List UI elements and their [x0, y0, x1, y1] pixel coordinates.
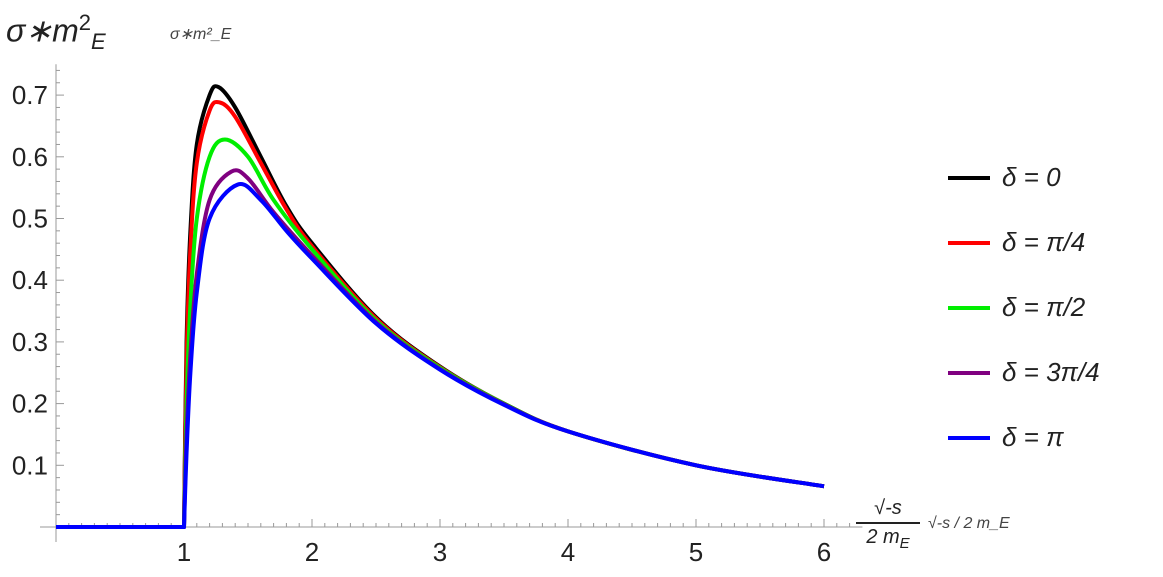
legend-swatch — [948, 305, 990, 310]
y-tick-label: 0.6 — [12, 142, 48, 172]
x-tick-label: 2 — [305, 537, 319, 567]
y-axis-label-text: σ∗m²_E — [170, 26, 232, 43]
series-line-1 — [56, 99, 825, 529]
series-line-4 — [56, 182, 825, 529]
x-axis-label: √-s 2 mE — [856, 497, 920, 552]
legend-swatch — [948, 370, 990, 375]
legend-swatch — [948, 435, 990, 440]
x-tick-label: 5 — [689, 537, 703, 567]
x-label-numerator: √-s — [856, 497, 920, 524]
x-axis-label-text: √-s / 2 m_E — [928, 515, 1010, 532]
y-tick-label: 0.4 — [12, 265, 48, 295]
legend-item: δ = 0 — [948, 145, 1100, 210]
legend-item: δ = π — [948, 405, 1100, 470]
y-tick-label: 0.2 — [12, 389, 48, 419]
x-tick-label: 3 — [433, 537, 447, 567]
legend-item: δ = π/2 — [948, 275, 1100, 340]
y-tick-label: 0.5 — [12, 204, 48, 234]
y-tick-label: 0.1 — [12, 450, 48, 480]
legend-item: δ = π/4 — [948, 210, 1100, 275]
y-tick-label: 0.3 — [12, 327, 48, 357]
y-axis-label: σ∗m2E — [6, 10, 106, 55]
legend-label: δ = π/2 — [1002, 292, 1086, 322]
legend-label: δ = 0 — [1002, 162, 1061, 192]
series-line-3 — [56, 168, 825, 529]
x-tick-label: 4 — [561, 537, 575, 567]
legend: δ = 0 δ = π/4 δ = π/2 δ = 3π/4 δ = π — [948, 145, 1100, 470]
x-tick-label: 6 — [817, 537, 831, 567]
series-line-0 — [56, 84, 825, 529]
legend-swatch — [948, 240, 990, 245]
legend-item: δ = 3π/4 — [948, 340, 1100, 405]
x-label-denominator: 2 mE — [866, 526, 910, 552]
legend-swatch — [948, 175, 990, 180]
y-tick-label: 0.7 — [12, 80, 48, 110]
series-lines — [56, 84, 825, 529]
axes: 1 2 3 4 5 6 0.1 0.2 0.3 0.4 0.5 0.6 0.7 — [12, 64, 863, 567]
x-tick-label: 1 — [177, 537, 191, 567]
legend-label: δ = π/4 — [1002, 227, 1086, 257]
legend-label: δ = π — [1002, 422, 1064, 452]
legend-label: δ = 3π/4 — [1002, 357, 1100, 387]
